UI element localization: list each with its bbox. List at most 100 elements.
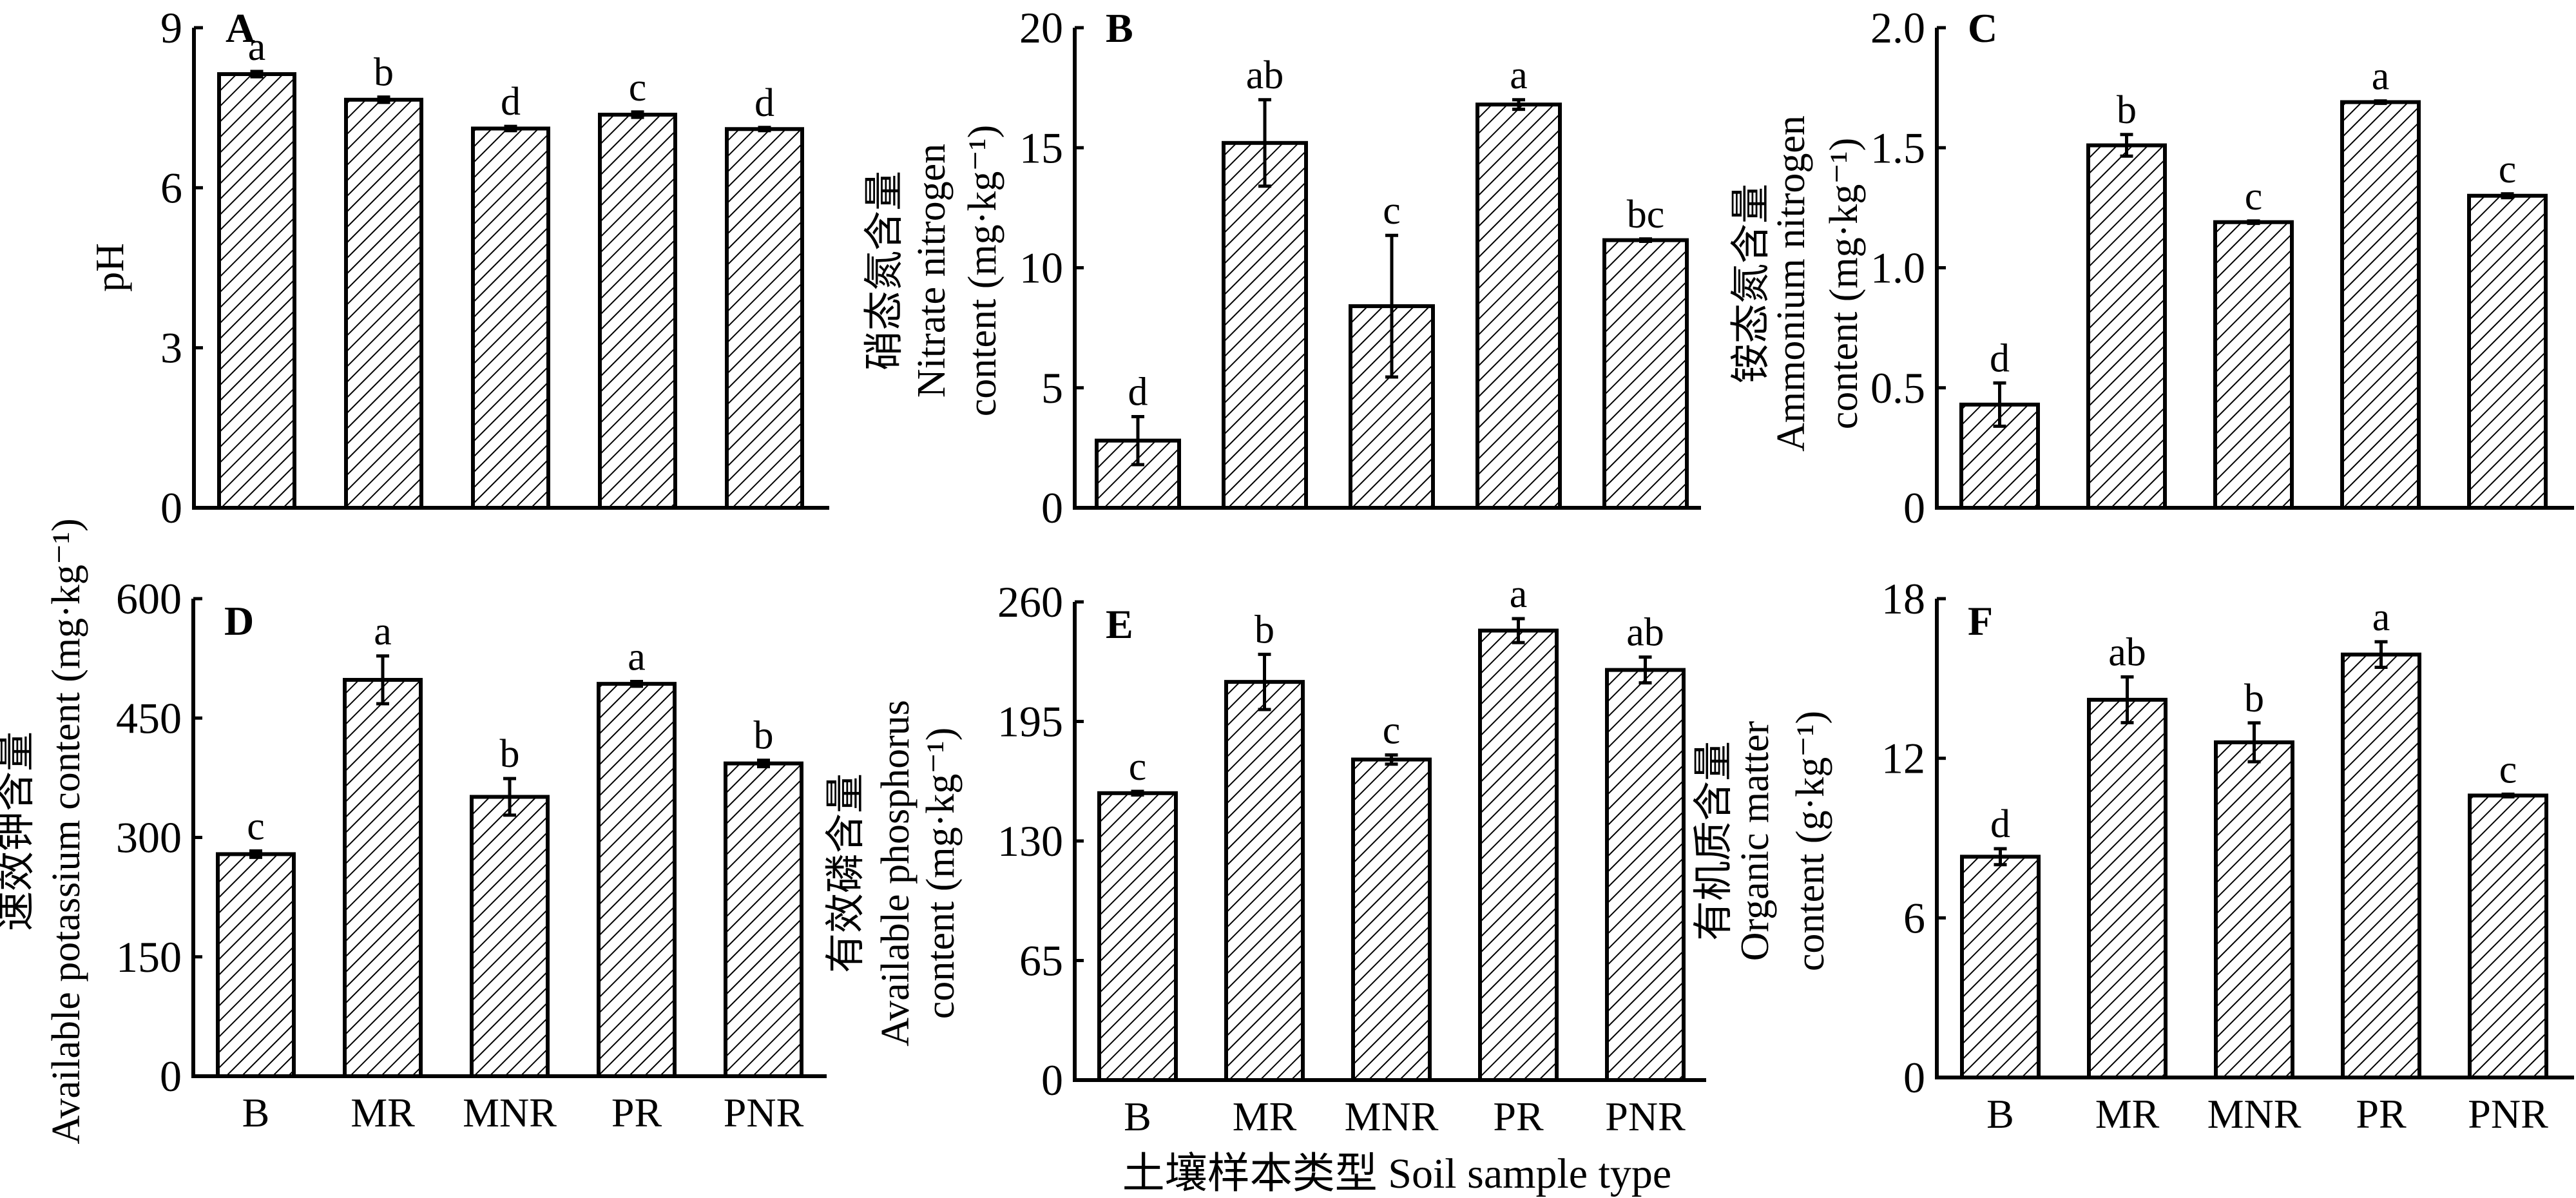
significance-letter: c [1383,189,1401,233]
y-tick-label: 20 [1019,3,1063,52]
y-tick-label: 1.5 [1870,123,1925,172]
significance-letter: c [247,804,265,848]
panel-letter: F [1968,598,1993,644]
y-axis-label: Available phosphorus [874,700,918,1047]
y-tick-label: 0 [1903,1053,1925,1102]
bar-mr [2086,143,2167,510]
category-label: MR [351,1090,415,1135]
significance-letter: c [629,66,647,110]
y-axis-label: 有效磷含量 [824,773,868,973]
significance-letter: b [374,51,394,95]
bar-pnr [2467,193,2548,510]
y-tick-label: 65 [1019,936,1063,985]
category-label: PNR [2468,1091,2548,1137]
y-axis-label: content (mg·kg⁻¹) [919,728,963,1019]
significance-letter: d [1990,802,2010,846]
significance-letter: c [2499,148,2517,191]
y-tick-label: 10 [1019,244,1063,293]
bar-pr [1475,102,1562,510]
bar-mr [2087,697,2167,1080]
category-label: PR [611,1090,662,1135]
significance-letter: d [755,81,774,125]
panel-letter: A [226,5,255,51]
y-tick-label: 18 [1881,574,1925,623]
bar-pr [2341,652,2421,1079]
bar-pnr [1602,238,1689,510]
panel-letter: C [1968,5,1997,51]
bar-b [216,852,296,1079]
bar-mr [1222,140,1308,510]
y-tick-label: 12 [1881,734,1925,783]
significance-letter: ab [1626,611,1664,655]
bar-pnr [2468,793,2548,1079]
y-axis-label: content (mg·kg⁻¹) [1822,138,1866,429]
y-axis-label: 铵态氮含量 [1729,184,1773,383]
y-axis-label: Ammonium nitrogen [1769,115,1813,452]
category-label: MR [2095,1091,2160,1137]
y-tick-label: 0 [160,1052,182,1101]
category-label: MNR [463,1090,557,1135]
y-axis-label: 硝态氮含量 [863,171,907,371]
y-tick-label: 300 [116,813,182,862]
bar-pr [1478,628,1559,1082]
significance-letter: c [1383,708,1401,752]
bar-pr [597,682,677,1078]
bar-mnr [1351,757,1432,1082]
bar-b [1960,855,2041,1079]
category-label: PR [2356,1091,2407,1137]
significance-letter: d [1990,336,2010,380]
y-tick-label: 260 [997,577,1063,626]
significance-letter: a [628,635,646,679]
significance-letter: a [374,610,392,653]
y-tick-label: 9 [160,3,182,52]
bar-b [1097,791,1178,1083]
bar-pr [2340,100,2421,510]
y-tick-label: 6 [1903,893,1925,942]
y-axis-label: Nitrate nitrogen [910,144,954,398]
bar-mr [1224,680,1305,1082]
y-tick-label: 0 [1041,1056,1063,1105]
panel-letter: D [224,598,254,644]
y-tick-label: 2.0 [1870,3,1925,52]
bar-b [217,72,296,510]
significance-letter: a [1510,53,1528,97]
y-tick-label: 6 [160,163,182,212]
x-axis-label: 土壤样本类型 Soil sample type [1122,1150,1671,1197]
bar-mnr [2213,220,2294,510]
significance-letter: c [2245,175,2263,218]
bar-mnr [2214,740,2294,1079]
panel-d: Dc Ba MR b MNR a PR b PNR 0 150 300 450 600 速效钾含量 Avail… [0,518,827,1145]
y-tick-label: 1.0 [1870,244,1925,293]
significance-letter: d [1128,370,1148,414]
significance-letter: c [1129,745,1147,789]
category-label: B [1986,1091,2014,1137]
y-tick-label: 0 [1903,483,1925,532]
bar-pnr [1605,668,1686,1082]
y-axis-label: 有机质含量 [1692,741,1736,941]
bar-mr [344,97,423,510]
bar-pnr [724,761,803,1079]
category-label: PNR [1605,1094,1686,1139]
panel-letter: B [1106,5,1133,51]
significance-letter: a [2372,55,2390,99]
bar-pnr [725,127,804,510]
category-label: B [242,1090,270,1135]
bar-mr [343,677,423,1078]
significance-letter: c [2499,748,2517,791]
significance-letter: ab [1246,53,1284,97]
significance-letter: a [248,25,266,69]
y-axis-label: content (g·kg⁻¹) [1789,711,1832,971]
significance-letter: b [1254,608,1274,652]
bar-mnr [471,126,550,510]
category-label: B [1124,1094,1151,1139]
y-axis-label: content (mg·kg⁻¹) [961,125,1004,416]
y-tick-label: 5 [1041,363,1063,412]
significance-letter: b [500,732,520,776]
y-tick-label: 600 [116,574,182,623]
category-label: PR [1493,1094,1544,1139]
